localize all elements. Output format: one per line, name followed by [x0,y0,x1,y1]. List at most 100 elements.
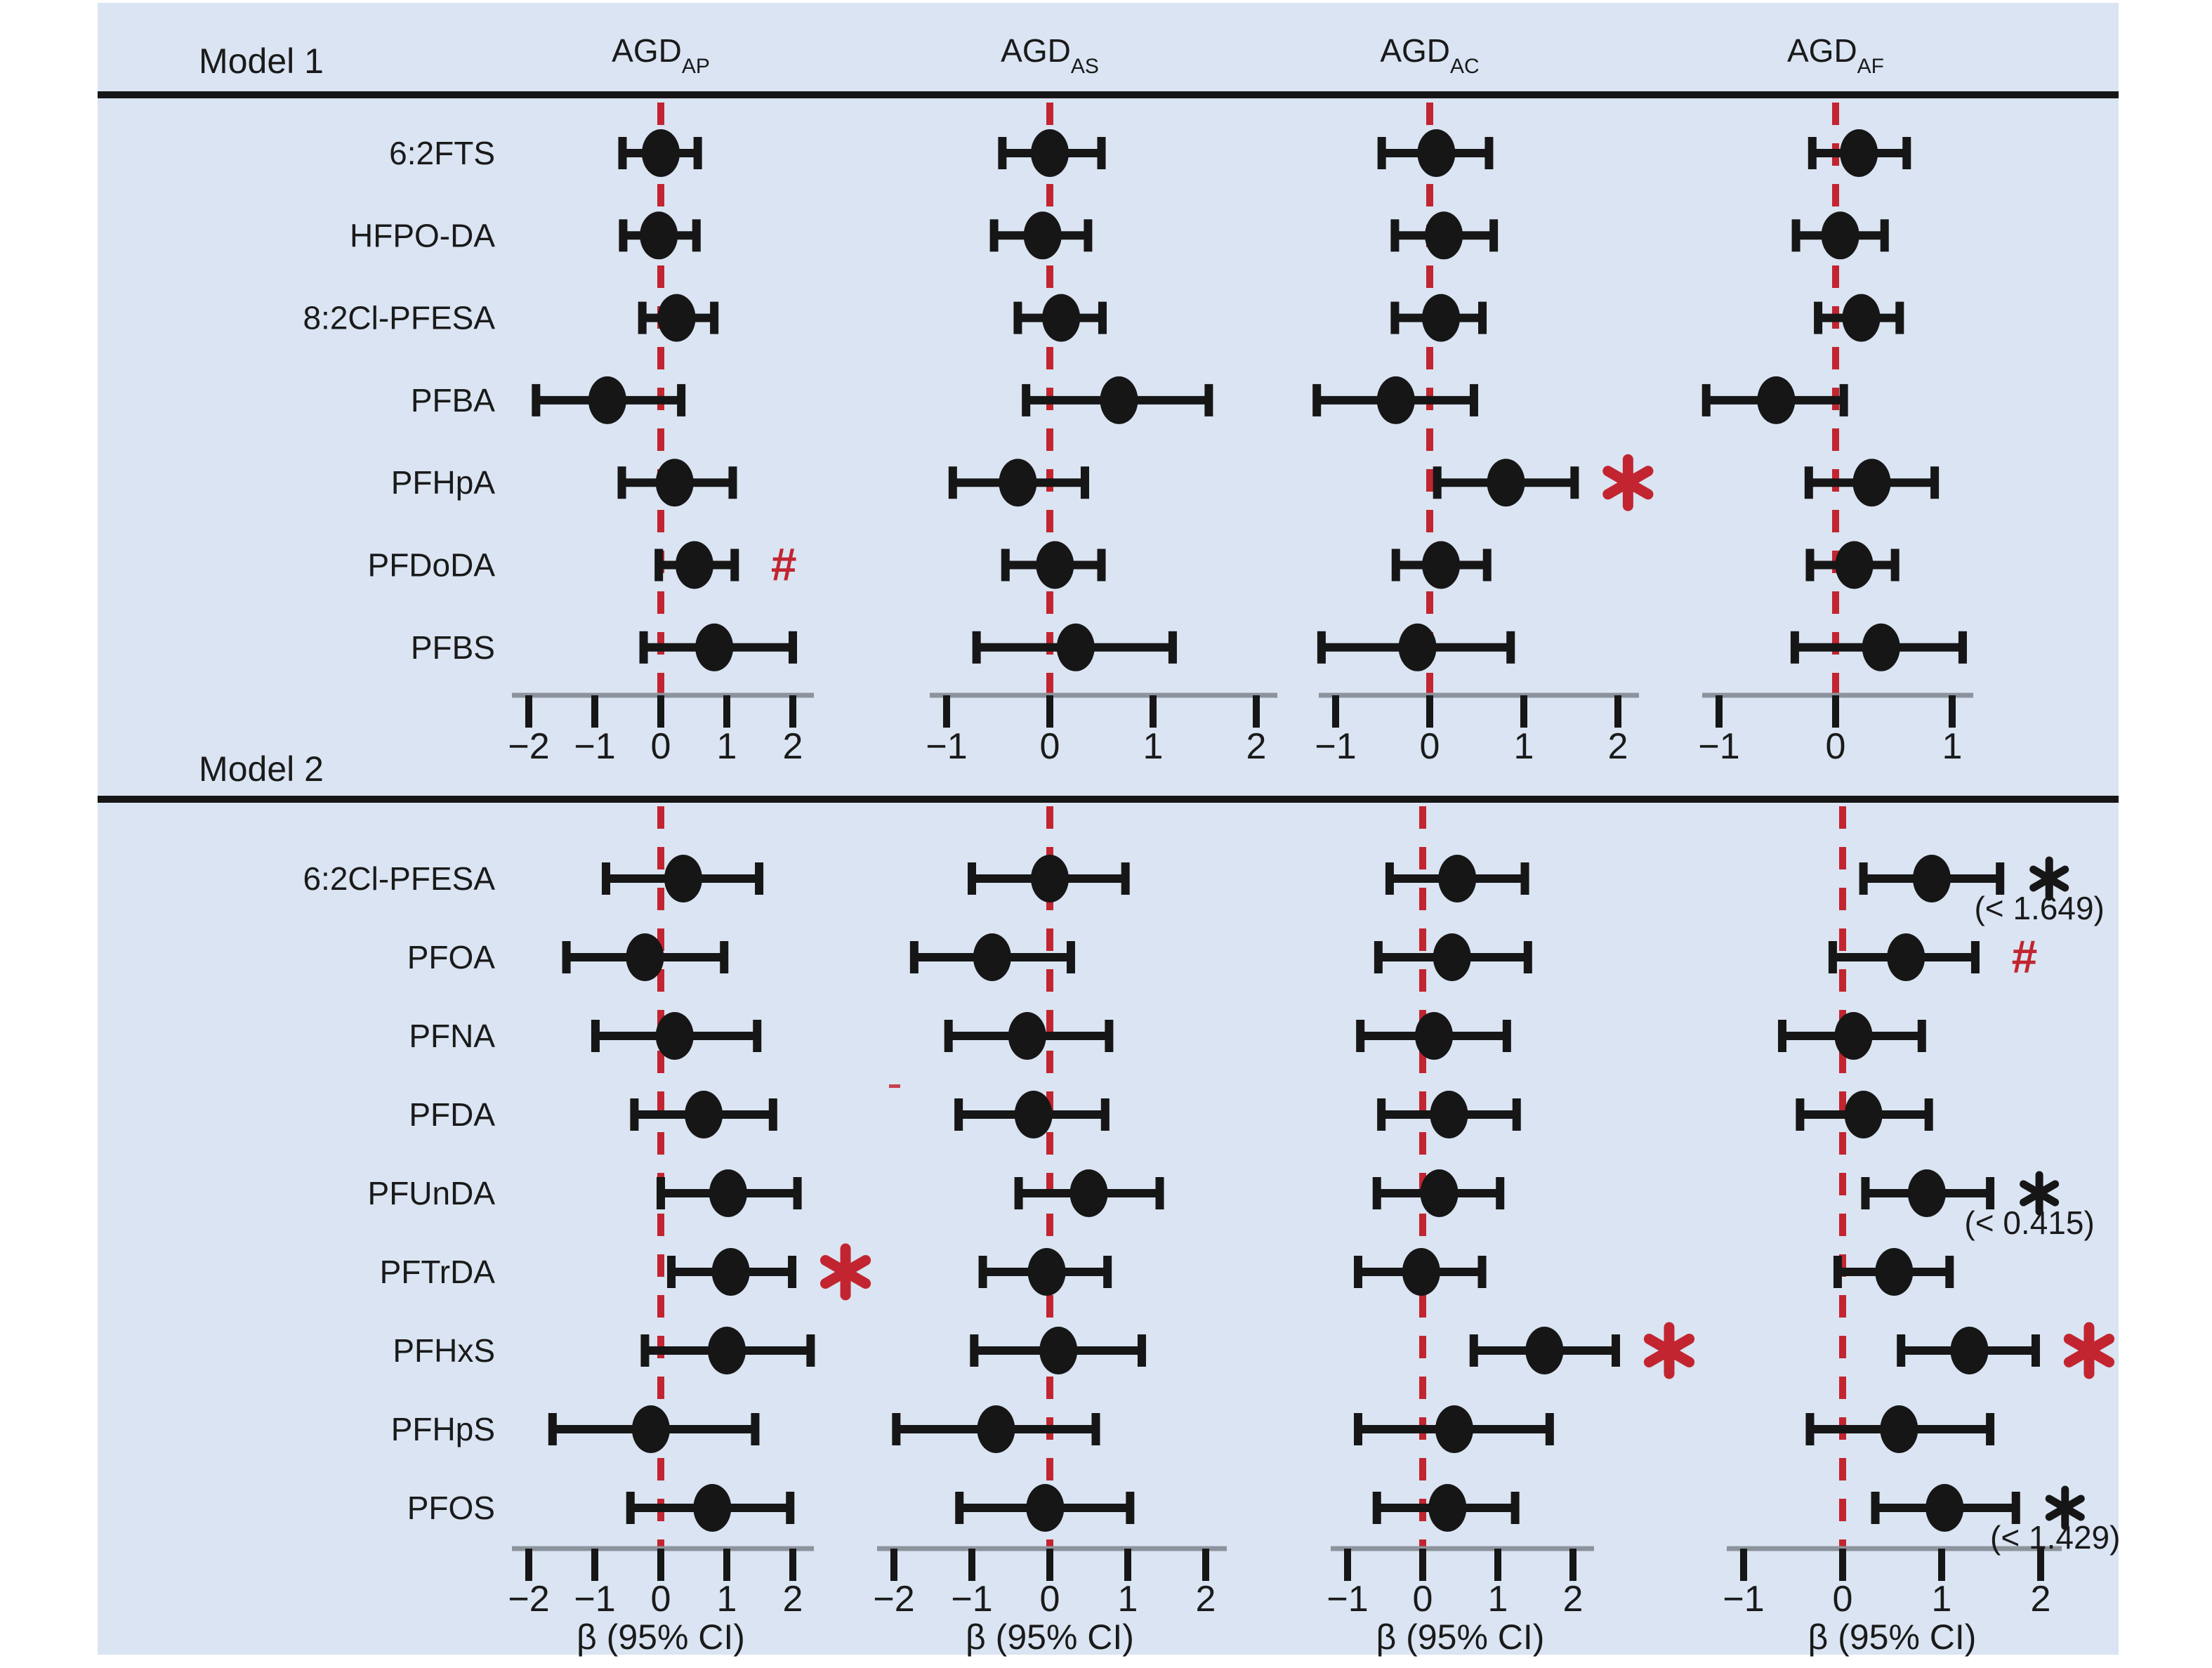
estimate-PFBS-AGD_AS [972,623,1177,671]
ci-cap-right [1917,1020,1926,1052]
point-estimate [631,1405,670,1453]
significance-star-red [1602,454,1654,511]
row-label: PFTrDA [380,1254,496,1290]
ci-cap-left [562,941,571,973]
point-estimate [1840,129,1878,177]
axis-tick-label: 2 [2031,1579,2051,1620]
ci-cap-right [1902,137,1911,169]
ci-cap-left [944,1020,953,1052]
row-label: PFDoDA [368,547,496,584]
ci-cap-left [1804,466,1813,499]
point-estimate [1430,1091,1468,1138]
estimate-PFOS-AGD_AC [1372,1484,1520,1532]
estimate-6:2FTS-AGD_AS [998,129,1106,177]
ci-cap-right [730,549,739,582]
ci-cap-right [1523,941,1532,973]
ci-cap-right [751,1413,760,1445]
point-estimate [1036,541,1074,589]
row-label: PFBA [411,382,495,419]
ci-cap-right [1204,383,1213,416]
axis-tick-label: −1 [1315,726,1356,767]
ci-cap-right [2031,1334,2040,1367]
axis-tick-label: 0 [1420,726,1440,767]
axis-tick-label: 1 [1932,1579,1952,1620]
estimate-PFHpA-AGD_AC [1433,454,1654,511]
ci-cap-right [1098,301,1107,334]
star-arm [2020,1180,2060,1207]
axis-tick-label: 1 [1143,726,1164,767]
point-estimate [1014,1091,1053,1138]
significance-note: (< 0.415) [1964,1204,2094,1241]
ci-cap-left [968,862,976,895]
ci-cap-left [948,466,957,499]
ci-cap-right [768,1098,777,1131]
ci-cap-left [1013,301,1022,334]
point-estimate [1925,1484,1964,1532]
ci-cap-right [1097,137,1106,169]
ci-cap-left [955,1492,964,1524]
stray-red-mark [889,1084,900,1088]
ci-cap-left [1808,137,1817,169]
axis-tick-label: 0 [1826,726,1846,767]
ci-cap-left [1833,1256,1842,1288]
axis-tick-label: 0 [1833,1579,1853,1620]
ci-cap-left [667,1256,676,1288]
axis-tick-label: −1 [926,726,967,767]
row-label: 8:2Cl-PFESA [303,300,495,336]
ci-cap-left [1861,1177,1870,1209]
estimate-PFOA-AGD_AF: # [1828,931,2038,983]
ci-cap-left [972,631,981,664]
point-estimate [695,623,734,671]
axis-tick-label: 0 [1413,1579,1433,1620]
plot-panel [98,3,2119,1655]
ci-cap-left [970,1334,979,1367]
estimate-PFHxS-AGD_AP [640,1327,815,1374]
ci-cap-right [692,219,701,252]
axis-tick-label: 2 [783,726,803,767]
ci-cap-left [638,301,647,334]
ci-cap-right [1924,1098,1933,1131]
ci-cap-left [591,1020,600,1052]
estimate-PFTrDA-AGD_AC [1353,1248,1487,1296]
axis-tick-label: −2 [508,1579,549,1620]
ci-cap-right [755,862,764,895]
axis-tick-label: 0 [651,1579,671,1620]
estimate-PFBS-AGD_AP [639,623,797,671]
ci-cap-right [710,301,719,334]
ci-cap-left [978,1256,987,1288]
row-label: 6:2FTS [389,135,495,171]
estimate-6:2Cl-PFESA-AGD_AP [601,855,764,902]
estimate-PFHxS-AGD_AF [1897,1322,2115,1379]
estimate-PFDA-AGD_AP [630,1091,777,1138]
estimate-PFBA-AGD_AS [1022,376,1213,424]
row-label: PFOS [407,1490,495,1526]
axis-tick-label: 2 [783,1579,803,1620]
ci-cap-right [720,941,729,973]
ci-cap-right [1996,862,2005,895]
significance-hash-red: # [2012,931,2038,983]
ci-cap-right [1611,1334,1620,1367]
point-estimate [1842,294,1881,342]
axis-tick-label: 1 [717,1579,737,1620]
estimate-PFDA-AGD_AF [1796,1091,1933,1138]
ci-cap-left [1022,383,1031,416]
ci-cap-right [1097,549,1106,582]
row-label: PFOA [407,939,496,976]
significance-star-red [2063,1322,2115,1379]
ci-cap-left [654,549,664,582]
ci-cap-left [630,1098,639,1131]
ci-cap-right [2011,1492,2020,1524]
ci-cap-left [1805,549,1815,582]
point-estimate [1834,1012,1873,1060]
estimate-PFBA-AGD_AC [1312,376,1478,424]
point-estimate [657,294,696,342]
ci-cap-right [1839,383,1848,416]
point-estimate [1398,623,1437,671]
point-estimate [1008,1012,1046,1060]
estimate-PFTrDA-AGD_AS [978,1248,1112,1296]
ci-cap-left [601,862,610,895]
ci-cap-left [1791,219,1800,252]
ci-cap-right [1986,1413,1995,1445]
star-arm [2045,1495,2085,1521]
